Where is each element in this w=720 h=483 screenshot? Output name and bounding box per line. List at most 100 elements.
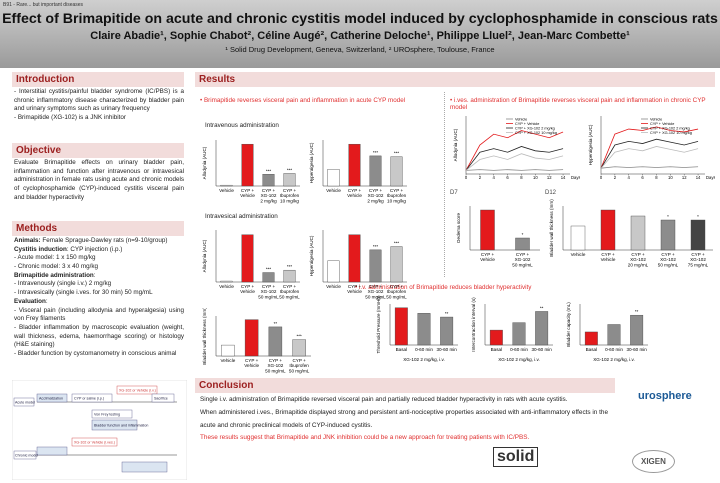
divider bbox=[444, 92, 445, 277]
x-tick-label: Vehicle bbox=[240, 193, 255, 198]
x-tick-label: 50 mg/mL bbox=[289, 368, 310, 373]
method-text: - Bladder inflammation by macroscopic ev… bbox=[14, 323, 184, 349]
box bbox=[71, 393, 113, 403]
x-tick-label: 14 bbox=[561, 175, 566, 180]
y-axis-label: Allodynia (AUC) bbox=[453, 128, 458, 161]
x-tick-label: CYP + bbox=[269, 358, 283, 363]
x-tick-label: 14 bbox=[696, 175, 701, 180]
chart: Hyperalgesia (AUC) Vehicle CYP + Vehicle ***… bbox=[305, 132, 409, 206]
bar bbox=[268, 326, 283, 357]
x-tick-label: 10 bbox=[668, 175, 673, 180]
x-tick-label: Ibuprofen bbox=[289, 363, 309, 368]
chart: Hyperalgesia (AUC) Vehicle CYP + Vehicle ***… bbox=[305, 222, 409, 302]
x-tick-label: CYP + bbox=[601, 252, 615, 257]
significance: *** bbox=[373, 150, 379, 155]
chart: Allodynia (AUC) 0 2 4 6 8 10 12 14 Days Vehicle CYP… bbox=[450, 112, 581, 186]
panel-label: Intravesical administration bbox=[205, 213, 278, 220]
bar bbox=[489, 329, 503, 346]
x-tick-label: XG-102 bbox=[690, 257, 706, 262]
x-axis-label: Days bbox=[706, 175, 715, 180]
significance: *** bbox=[296, 334, 302, 339]
x-tick-label: Ibuprofen bbox=[387, 289, 407, 294]
method-label: Animals: bbox=[14, 237, 41, 244]
y-axis-label: Bladder wall thickness (mm) bbox=[202, 308, 207, 365]
significance: ** bbox=[635, 309, 639, 314]
x-tick-label: CYP + bbox=[661, 252, 675, 257]
diagram-label: CYP or saline (i.p.) bbox=[74, 397, 104, 401]
diagram-label: XG-102 or Vehicle (i.ves.) bbox=[74, 441, 115, 445]
y-axis-label: Allodynia (AUC) bbox=[202, 239, 207, 272]
x-tick-label: CYP + bbox=[631, 252, 645, 257]
diagram-label: XG-102 or Vehicle (i.v.) bbox=[119, 389, 156, 393]
diagram-label: Chronic model bbox=[15, 454, 38, 458]
legend-label: CYP + XG-102 2 mg/kg bbox=[650, 126, 690, 130]
introduction-text: - Interstitial cystitis/painful bladder … bbox=[14, 88, 184, 123]
bar bbox=[241, 143, 254, 187]
chart-svg: Hyperalgesia (AUC) 0 2 4 6 8 10 12 14 Days Vehicle… bbox=[588, 116, 716, 180]
bar bbox=[512, 322, 526, 346]
bar bbox=[348, 143, 361, 187]
x-tick-label: 0-60 min bbox=[605, 347, 623, 352]
chart-svg: Allodynia (AUC)0 2 4 6 8 10 12 14 DaysVehicleCYP… bbox=[453, 116, 581, 180]
box bbox=[121, 461, 168, 473]
box bbox=[91, 419, 138, 431]
bar bbox=[515, 237, 530, 251]
x-tick-label: 4 bbox=[628, 175, 631, 180]
bar bbox=[220, 280, 233, 283]
method-item: - Visceral pain (including allodynia and… bbox=[14, 307, 184, 324]
bar bbox=[262, 174, 275, 187]
x-tick-label: 2 bbox=[614, 175, 617, 180]
box bbox=[36, 446, 68, 456]
x-tick-label: CYP + bbox=[283, 284, 297, 289]
conclusion-paragraph: Single i.v. administration of Brimapitid… bbox=[200, 396, 568, 403]
method-label: Evaluation bbox=[14, 297, 46, 305]
x-tick-label: CYP + bbox=[292, 358, 306, 363]
bar bbox=[220, 184, 233, 187]
x-axis-label: XG-102 2 mg/kg, i.v. bbox=[498, 357, 540, 362]
bar bbox=[630, 215, 646, 251]
y-axis-label: Bladder wall thickness (mm) bbox=[549, 199, 554, 257]
x-tick-label: Basal bbox=[491, 347, 503, 352]
method-item: - Bladder inflammation by macroscopic ev… bbox=[14, 324, 184, 350]
method-text: : bbox=[45, 297, 48, 305]
bar bbox=[690, 219, 706, 251]
significance: *** bbox=[266, 267, 272, 272]
bar bbox=[390, 246, 403, 283]
legend-label: CYP + XG-102 2 mg/kg bbox=[515, 126, 555, 130]
significance: * bbox=[522, 232, 524, 237]
method-text: : CYP injection (i.p.) bbox=[66, 245, 123, 253]
chart: Allodynia (AUC) Vehicle CYP + Vehicle *** CYP… bbox=[198, 222, 302, 302]
x-tick-label: CYP + bbox=[348, 188, 362, 193]
series-line bbox=[465, 146, 564, 171]
diagram-label: Von Frey testing bbox=[94, 413, 120, 417]
x-tick-label: 30-60 min bbox=[436, 347, 457, 352]
x-tick-label: 6 bbox=[506, 175, 509, 180]
x-tick-label: Vehicle bbox=[240, 289, 255, 294]
x-tick-label: Vehicle bbox=[219, 284, 234, 289]
x-tick-label: Vehicle bbox=[244, 363, 259, 368]
method-item: - Acute model: 1 x 150 mg/kg bbox=[14, 254, 184, 263]
chart-svg: Bladder wall thickness (mm) Vehicle CYP +V… bbox=[202, 307, 311, 373]
x-tick-label: 10 bbox=[533, 175, 538, 180]
series-line bbox=[600, 126, 699, 169]
bar bbox=[327, 260, 340, 283]
significance: * bbox=[697, 214, 699, 219]
method-text: - Acute model: 1 x 150 mg/kg bbox=[14, 254, 96, 262]
x-tick-label: Basal bbox=[586, 347, 598, 352]
bar bbox=[244, 319, 259, 357]
header-band bbox=[0, 0, 720, 68]
bar bbox=[369, 249, 382, 283]
bar bbox=[283, 269, 296, 283]
x-tick-label: CYP + bbox=[481, 252, 495, 257]
series-line bbox=[465, 153, 564, 171]
x-tick-label: 4 bbox=[493, 175, 496, 180]
x-tick-label: 12 bbox=[682, 175, 687, 180]
methods-text: Animals: Female Sprague-Dawley rats (n=9… bbox=[14, 237, 184, 359]
bar bbox=[480, 209, 495, 251]
bar bbox=[584, 331, 598, 346]
text: i.v. administration of Brimapitide reduc… bbox=[358, 284, 532, 291]
x-tick-label: 50 mg/mL bbox=[512, 262, 533, 267]
method-item: - Chronic model: 3 x 40 mg/kg bbox=[14, 263, 184, 272]
x-tick-label: 50 mg/mL bbox=[658, 262, 679, 267]
x-tick-label: 30-60 min bbox=[626, 347, 647, 352]
